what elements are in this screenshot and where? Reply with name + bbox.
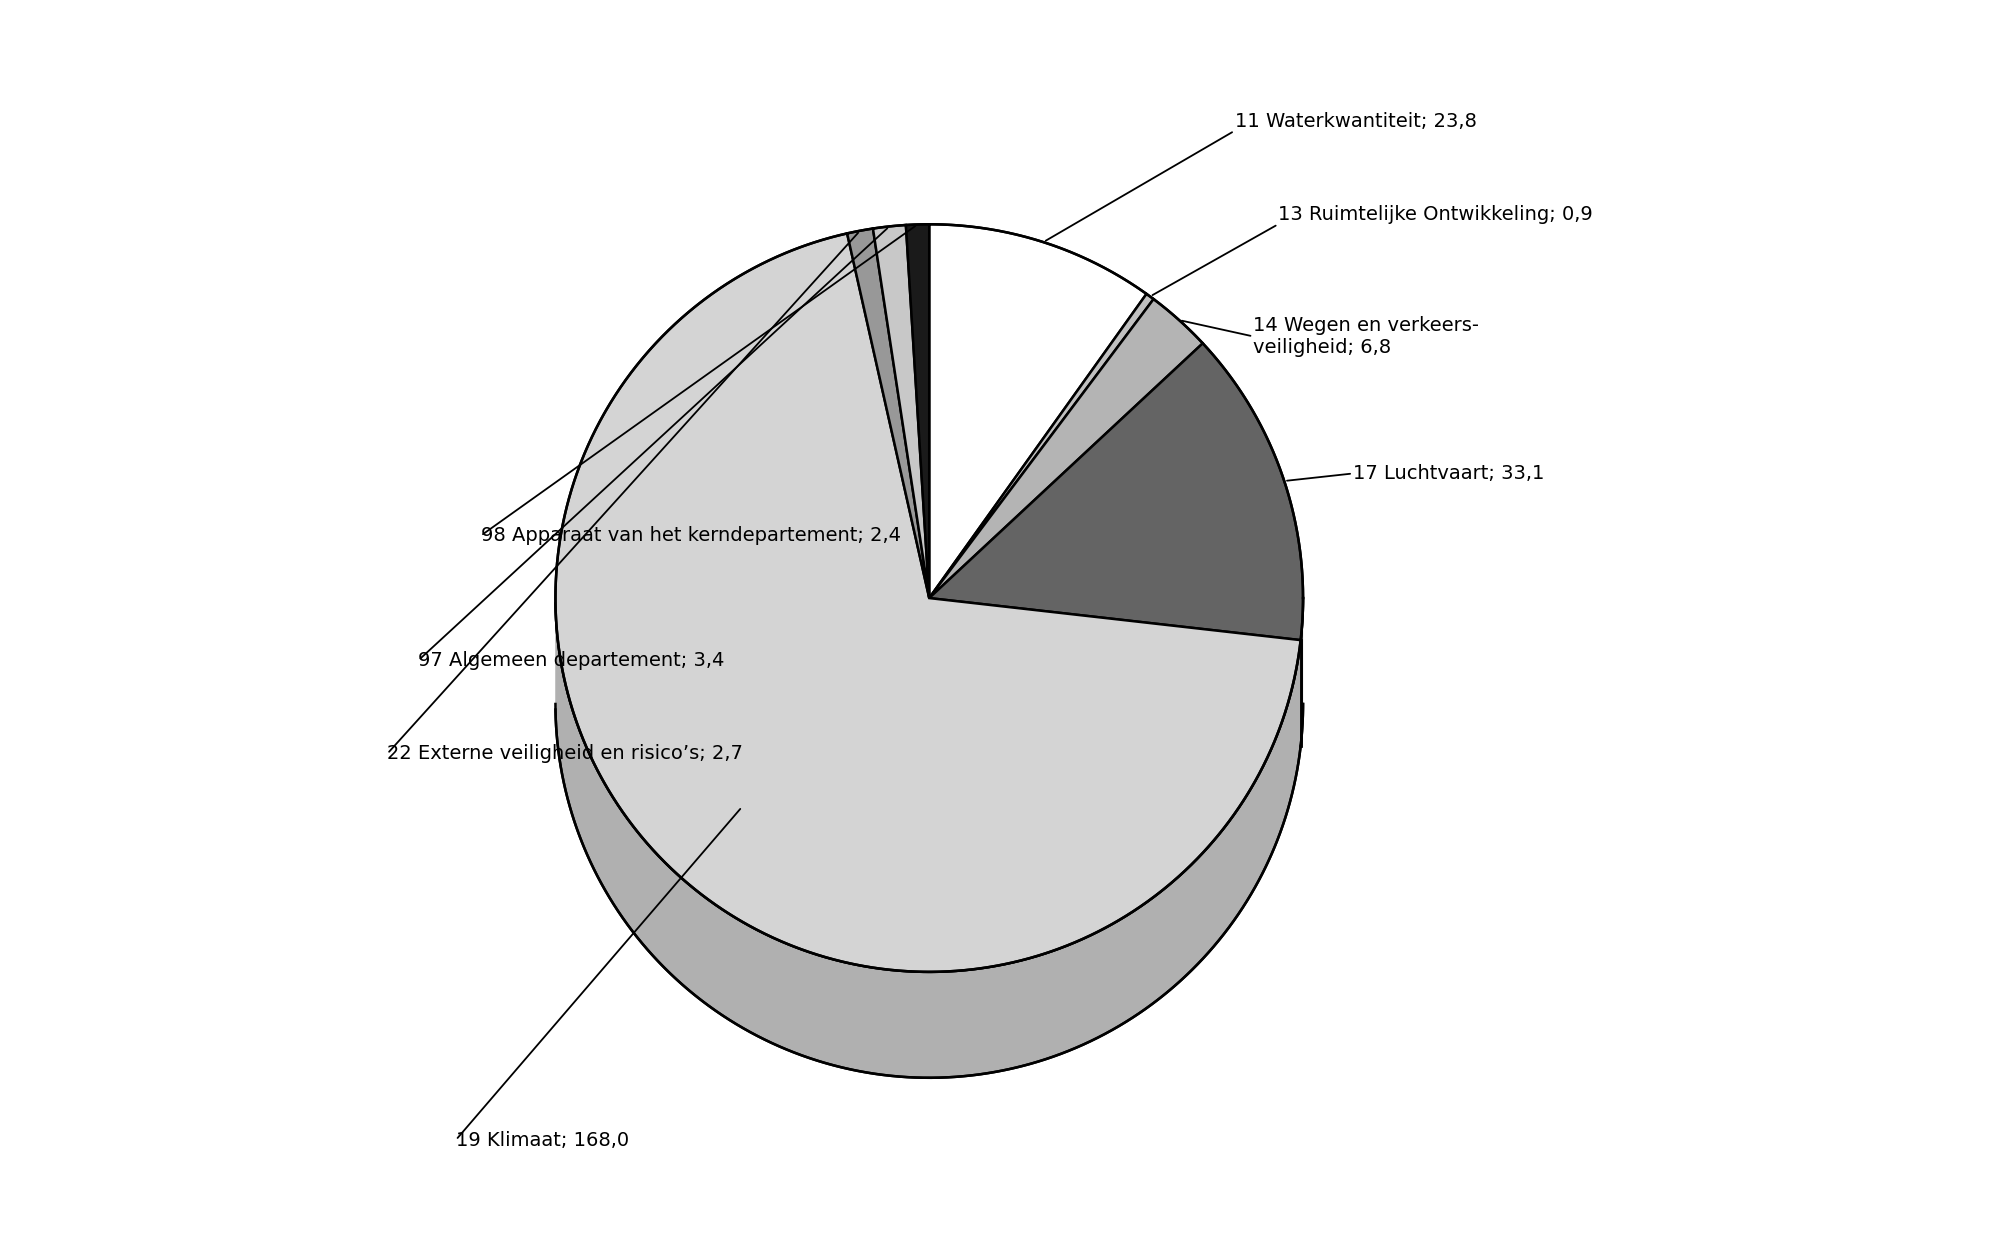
Polygon shape	[929, 299, 1202, 598]
Text: 97 Algemeen departement; 3,4: 97 Algemeen departement; 3,4	[417, 650, 725, 670]
Polygon shape	[847, 228, 929, 598]
Polygon shape	[556, 603, 1301, 1078]
Polygon shape	[929, 294, 1152, 598]
Text: 98 Apparaat van het kerndepartement; 2,4: 98 Apparaat van het kerndepartement; 2,4	[480, 526, 901, 546]
Text: 13 Ruimtelijke Ontwikkeling; 0,9: 13 Ruimtelijke Ontwikkeling; 0,9	[1278, 206, 1592, 224]
Polygon shape	[556, 233, 1301, 972]
Polygon shape	[929, 344, 1303, 640]
Text: 19 Klimaat; 168,0: 19 Klimaat; 168,0	[456, 1130, 628, 1150]
Text: 11 Waterkwantiteit; 23,8: 11 Waterkwantiteit; 23,8	[1234, 112, 1475, 131]
Polygon shape	[929, 224, 1146, 598]
Polygon shape	[1301, 598, 1303, 746]
Text: 14 Wegen en verkeers-
veiligheid; 6,8: 14 Wegen en verkeers- veiligheid; 6,8	[1252, 316, 1479, 356]
Polygon shape	[905, 224, 929, 598]
Text: 22 Externe veiligheid en risico’s; 2,7: 22 Externe veiligheid en risico’s; 2,7	[387, 744, 743, 764]
Text: 17 Luchtvaart; 33,1: 17 Luchtvaart; 33,1	[1353, 464, 1543, 483]
Polygon shape	[873, 226, 929, 598]
Polygon shape	[556, 598, 1303, 1078]
